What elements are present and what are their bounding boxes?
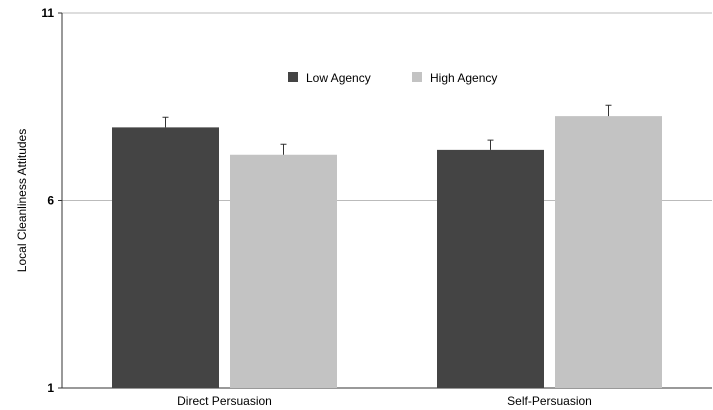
legend-label: Low Agency	[306, 71, 371, 85]
bar-low-agency	[437, 149, 544, 388]
legend-label: High Agency	[430, 71, 497, 85]
legend-swatch	[412, 72, 422, 82]
y-axis-title: Local Cleanliness Attitudes	[15, 129, 29, 272]
legend-swatch	[288, 72, 298, 82]
bars	[112, 116, 662, 388]
bar-low-agency	[112, 127, 219, 388]
bar-high-agency	[555, 116, 662, 388]
x-category-label: Self-Persuasion	[507, 394, 592, 408]
error-bars	[162, 104, 612, 155]
y-tick-label: 11	[41, 6, 54, 20]
bar-high-agency	[230, 154, 337, 388]
legend: Low Agency High Agency	[288, 71, 497, 85]
y-tick-label: 1	[47, 381, 54, 395]
y-tick-label: 6	[47, 194, 54, 208]
category-labels: Direct Persuasion Self-Persuasion	[177, 394, 592, 408]
x-category-label: Direct Persuasion	[177, 394, 272, 408]
